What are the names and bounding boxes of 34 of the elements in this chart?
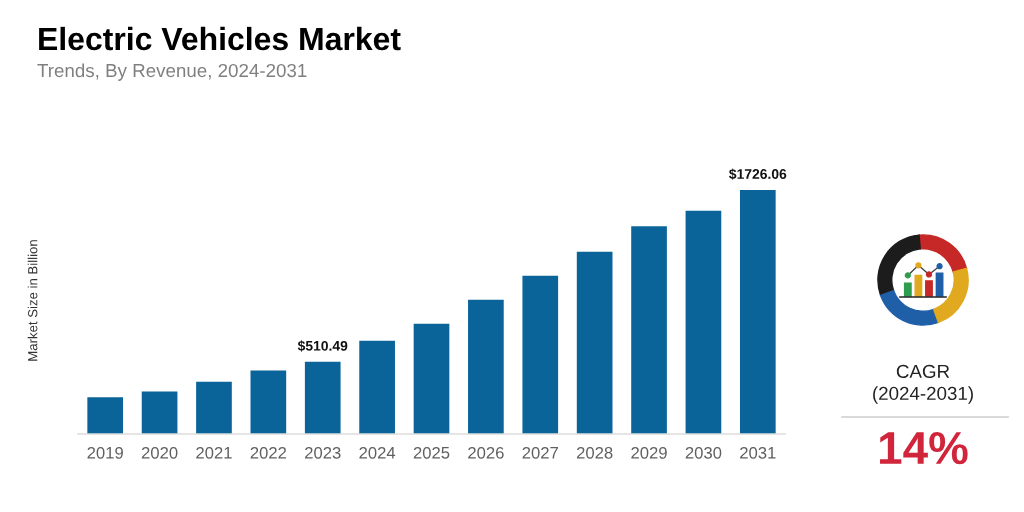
data-label: $1726.06	[729, 168, 787, 180]
x-tick-label: 2028	[576, 446, 613, 459]
chart-title: Electric Vehicles Market	[39, 26, 401, 51]
text: (2024-2031)	[873, 386, 973, 404]
bar	[304, 361, 341, 434]
bar	[87, 397, 124, 434]
chart-subtitle: Trends, By Revenue, 2024-2031	[37, 63, 307, 81]
x-tick-label: 2027	[522, 446, 558, 459]
x-tick-label: 2025	[413, 446, 450, 459]
bar	[196, 381, 232, 434]
x-tick-label: 2024	[359, 446, 396, 459]
x-tick-label: 2030	[685, 446, 722, 459]
bar	[685, 210, 722, 434]
bar	[468, 299, 504, 434]
x-tick-label: 2026	[468, 446, 504, 459]
x-tick-label: 2031	[740, 446, 776, 459]
text: 14%	[880, 431, 968, 465]
x-tick-label: 2023	[305, 446, 341, 459]
bar	[141, 391, 178, 434]
data-label: $510.49	[297, 340, 348, 352]
x-tick-label: 2019	[87, 446, 123, 459]
bar	[576, 251, 613, 434]
text: CAGR	[896, 364, 950, 379]
bar	[522, 275, 559, 434]
x-tick-label: 2020	[141, 446, 178, 459]
bar	[359, 340, 395, 434]
x-tick-label: 2029	[631, 446, 667, 459]
bar	[250, 370, 287, 434]
y-axis-title: Market Size in Billion	[27, 240, 38, 361]
bar	[631, 226, 667, 434]
x-tick-label: 2021	[196, 446, 232, 459]
bar	[413, 323, 450, 434]
bar	[739, 190, 776, 434]
x-tick-label: 2022	[250, 446, 287, 459]
